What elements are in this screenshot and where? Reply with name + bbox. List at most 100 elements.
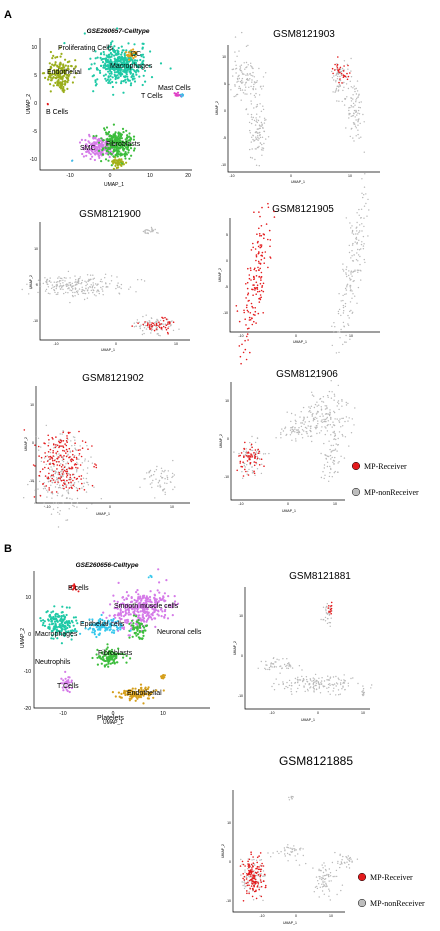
umap-point	[241, 79, 243, 82]
umap-point	[174, 94, 177, 97]
umap-point	[263, 465, 265, 468]
umap-point	[141, 83, 144, 87]
umap-point	[139, 637, 142, 640]
umap-point	[357, 109, 360, 112]
umap-point	[68, 478, 70, 481]
umap-point	[129, 657, 132, 660]
umap-point	[267, 206, 270, 209]
umap-point	[51, 63, 54, 66]
umap-point	[101, 153, 104, 156]
a6-xtick: 0	[287, 502, 289, 506]
umap-point	[297, 429, 299, 431]
umap-point	[76, 469, 78, 472]
umap-point	[107, 665, 110, 668]
umap-point	[325, 427, 327, 429]
umap-point	[366, 215, 368, 217]
umap-point	[50, 611, 53, 614]
umap-point	[82, 289, 85, 291]
umap-point	[73, 586, 76, 589]
umap-point	[137, 593, 140, 596]
umap-point	[68, 73, 71, 76]
umap-point	[362, 694, 364, 697]
umap-point	[284, 855, 286, 857]
umap-point	[256, 128, 258, 130]
umap-point	[59, 55, 62, 58]
a6-ytick: -10	[224, 475, 229, 479]
umap-point	[298, 684, 301, 686]
umap-point	[287, 667, 290, 670]
umap-point	[122, 656, 125, 659]
umap-point	[65, 76, 68, 79]
umap-point	[250, 456, 252, 458]
umap-point	[349, 285, 351, 287]
umap-point	[37, 437, 40, 439]
umap-point	[111, 62, 114, 65]
umap-point	[76, 468, 78, 470]
umap-point	[257, 874, 260, 876]
umap-point	[92, 151, 95, 154]
umap-point	[242, 351, 245, 354]
umap-point	[90, 143, 93, 146]
umap-point	[358, 137, 360, 139]
umap-point	[357, 260, 359, 262]
umap-point	[338, 71, 340, 73]
umap-point	[255, 880, 257, 883]
umap-point	[59, 285, 61, 287]
umap-point	[104, 131, 108, 134]
umap-point	[130, 690, 133, 693]
cluster-label: Epithelial cells	[80, 621, 125, 628]
umap-point	[302, 680, 304, 683]
umap-point	[302, 679, 305, 681]
umap-point	[144, 324, 147, 327]
umap-point	[334, 326, 336, 328]
umap-point	[276, 850, 278, 853]
umap-point	[141, 616, 144, 619]
umap-point	[150, 231, 152, 233]
umap-point	[258, 211, 260, 213]
umap-point	[80, 475, 83, 477]
umap-point	[53, 605, 56, 608]
umap-point	[34, 465, 36, 467]
umap-point	[323, 464, 326, 466]
umap-point	[338, 461, 340, 463]
umap-point	[61, 624, 64, 627]
umap-point	[338, 678, 340, 681]
umap-point	[91, 631, 94, 634]
umap-point	[295, 440, 297, 442]
umap-point	[108, 72, 111, 75]
umap-point	[133, 326, 136, 328]
umap-point	[63, 473, 65, 475]
b2-ytick: 10	[239, 614, 243, 618]
umap-point	[239, 89, 242, 91]
umap-point	[172, 321, 175, 324]
umap-point	[116, 620, 119, 623]
umap-point	[287, 686, 289, 689]
umap-point	[79, 277, 81, 280]
a3-ylabel: UMAP_2	[29, 275, 33, 289]
umap-point	[303, 686, 305, 688]
umap-point	[326, 407, 328, 410]
umap-point	[48, 487, 50, 489]
umap-point	[316, 432, 318, 435]
umap-point	[120, 61, 123, 64]
umap-point	[51, 491, 53, 493]
umap-point	[250, 853, 252, 856]
umap-point	[109, 628, 112, 631]
umap-point	[78, 487, 81, 490]
umap-point	[252, 870, 254, 873]
umap-point	[245, 297, 247, 299]
umap-point	[255, 254, 258, 256]
umap-point	[138, 694, 141, 697]
umap-point	[342, 435, 344, 437]
plot-a3: GSM8121900 10 0 -10 -10 0 10 UMAP_1 UMAP…	[21, 209, 190, 352]
umap-point	[57, 479, 59, 481]
umap-point	[50, 637, 53, 640]
umap-point	[241, 343, 243, 346]
umap-point	[258, 262, 260, 264]
b3-ytick: -10	[226, 899, 231, 903]
umap-point	[81, 282, 83, 284]
umap-point	[246, 93, 248, 95]
umap-point	[273, 216, 276, 218]
umap-point	[156, 465, 158, 468]
umap-point	[164, 469, 166, 472]
